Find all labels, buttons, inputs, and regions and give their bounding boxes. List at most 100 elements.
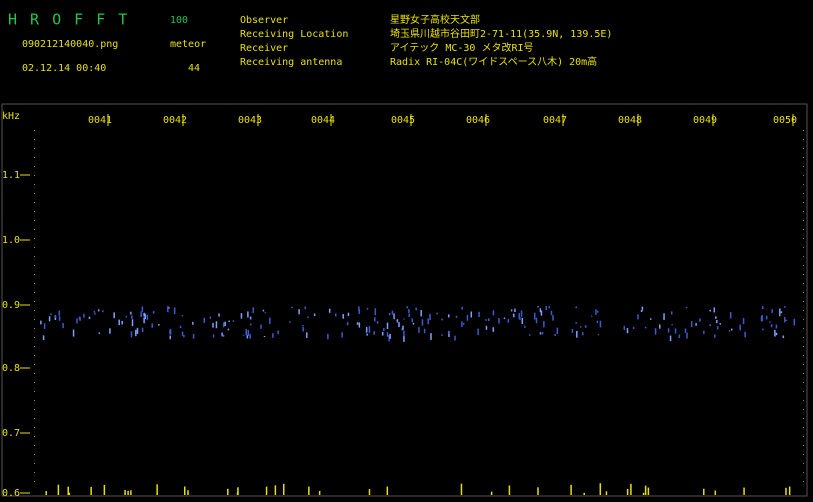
dot	[803, 445, 804, 446]
noise	[793, 318, 796, 326]
dot	[34, 211, 35, 212]
noise	[151, 323, 153, 328]
noise	[487, 318, 490, 322]
noise	[430, 333, 432, 340]
dot	[803, 346, 804, 347]
time-label: 0044	[311, 115, 335, 126]
dot	[34, 373, 35, 374]
noise	[184, 486, 186, 495]
noise	[192, 321, 194, 325]
noise	[441, 334, 443, 336]
noise	[391, 310, 394, 315]
noise	[714, 334, 716, 338]
noise	[227, 328, 230, 331]
noise	[678, 334, 681, 339]
dot	[803, 481, 804, 482]
noise	[637, 314, 639, 320]
noise	[521, 317, 524, 324]
dot	[34, 382, 35, 383]
noise	[762, 328, 764, 331]
noise	[739, 324, 741, 331]
noise	[623, 325, 626, 330]
noise	[249, 316, 252, 320]
noise	[328, 308, 331, 313]
noise	[510, 310, 513, 312]
noise	[485, 319, 487, 321]
noise	[784, 306, 786, 308]
noise	[508, 485, 511, 495]
noise	[454, 335, 456, 341]
noise	[131, 315, 133, 319]
noise	[760, 315, 763, 322]
noise	[729, 311, 732, 319]
noise	[640, 310, 643, 313]
noise	[135, 329, 137, 337]
noise	[383, 328, 385, 332]
noise	[686, 332, 688, 339]
noise	[744, 331, 746, 338]
noise	[143, 317, 145, 324]
dot	[803, 454, 804, 455]
noise	[507, 318, 510, 323]
noise	[347, 312, 350, 317]
noise	[40, 320, 42, 325]
noise	[388, 312, 391, 316]
noise	[212, 334, 215, 338]
noise	[78, 316, 81, 320]
noise	[408, 313, 410, 317]
noise	[386, 486, 389, 495]
dot	[803, 292, 804, 293]
noise	[94, 312, 96, 315]
noise	[265, 486, 268, 495]
noise	[212, 322, 214, 328]
noise	[389, 333, 391, 339]
noise	[641, 306, 644, 311]
noise	[490, 491, 493, 495]
dot	[34, 265, 35, 266]
noise	[719, 323, 722, 325]
noise	[366, 333, 368, 336]
noise	[570, 484, 572, 495]
noise	[130, 311, 132, 315]
dot	[34, 337, 35, 338]
noise	[381, 331, 384, 336]
noise	[709, 324, 711, 327]
dot	[34, 130, 35, 131]
noise	[209, 316, 212, 319]
noise	[703, 488, 705, 495]
noise	[298, 309, 300, 315]
noise	[518, 313, 521, 319]
noise	[579, 326, 582, 328]
time-label: 0041	[88, 115, 112, 126]
noise	[141, 327, 144, 333]
dot	[803, 319, 804, 320]
noise	[556, 327, 559, 335]
dot	[803, 265, 804, 266]
noise	[130, 490, 132, 495]
noise	[222, 322, 225, 328]
noise	[240, 313, 243, 319]
noise	[130, 331, 133, 338]
noise	[262, 309, 265, 312]
dot	[803, 310, 804, 311]
noise	[447, 314, 450, 318]
noise	[728, 330, 731, 332]
noise	[341, 332, 343, 338]
file-name: 090212140040.png	[22, 39, 118, 50]
noise	[599, 483, 602, 495]
dot	[803, 355, 804, 356]
noise	[460, 483, 463, 495]
noise	[76, 318, 78, 324]
noise	[513, 313, 515, 318]
noise	[356, 322, 359, 325]
freq-label: 0.8	[2, 363, 20, 374]
noise	[218, 313, 220, 317]
noise	[342, 314, 345, 319]
noise	[583, 492, 585, 495]
noise	[420, 310, 422, 317]
noise	[647, 487, 650, 495]
noise	[448, 330, 450, 337]
noise	[43, 323, 46, 329]
noise	[365, 327, 368, 333]
noise	[663, 313, 665, 320]
